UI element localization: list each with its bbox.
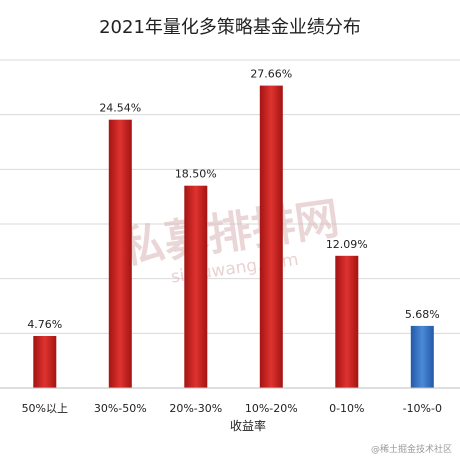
- value-label-1: 4.76%: [27, 318, 62, 331]
- x-tick-label-4: 10%-20%: [245, 402, 298, 415]
- bar-6: [410, 325, 434, 388]
- x-tick-label-5: 0-10%: [329, 402, 364, 415]
- value-labels: 4.76% 24.54% 18.50% 27.66% 12.09% 5.68%: [27, 68, 439, 331]
- value-label-3: 18.50%: [175, 168, 217, 181]
- chart-title: 2021年量化多策略基金业绩分布: [99, 17, 361, 38]
- bar-4: [259, 85, 283, 388]
- bar-3: [184, 185, 208, 388]
- bars: [33, 85, 434, 388]
- x-tick-label-3: 20%-30%: [169, 402, 222, 415]
- credit-text: @稀土掘金技术社区: [371, 443, 452, 455]
- bar-5: [335, 255, 359, 388]
- bar-1: [33, 336, 57, 388]
- gridlines: [0, 59, 460, 334]
- value-label-6: 5.68%: [405, 308, 440, 321]
- bar-2: [108, 119, 132, 388]
- value-label-5: 12.09%: [326, 238, 368, 251]
- x-tick-label-2: 30%-50%: [94, 402, 147, 415]
- x-tick-labels: 50%以上 30%-50% 20%-30% 10%-20% 0-10% -10%-0: [22, 402, 442, 415]
- value-label-2: 24.54%: [99, 102, 141, 115]
- x-tick-label-6: -10%-0: [403, 402, 442, 415]
- x-axis-title: 收益率: [230, 418, 266, 433]
- x-tick-label-1: 50%以上: [22, 402, 68, 415]
- value-label-4: 27.66%: [250, 68, 292, 81]
